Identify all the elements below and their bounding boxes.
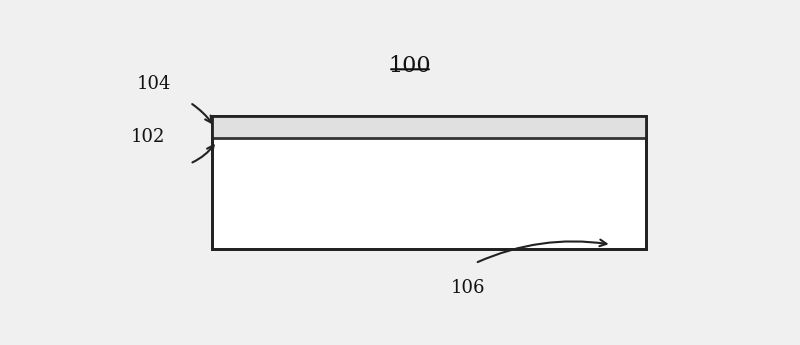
Text: 106: 106: [450, 279, 485, 297]
Text: 102: 102: [131, 128, 166, 146]
Bar: [211, 116, 646, 138]
Bar: [211, 116, 646, 249]
Text: 104: 104: [138, 75, 171, 93]
Bar: [211, 116, 646, 249]
Text: 100: 100: [389, 55, 431, 77]
